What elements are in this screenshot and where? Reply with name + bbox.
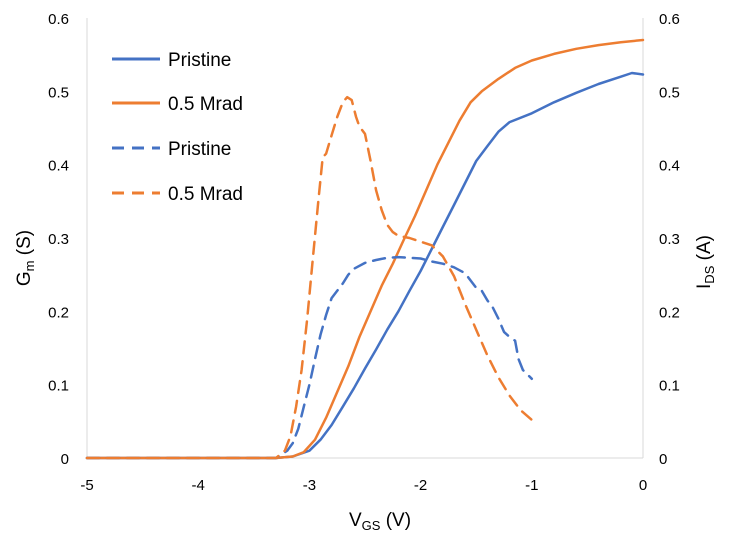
- y-right-tick-labels: 0 0.1 0.2 0.3 0.4 0.5 0.6: [659, 11, 680, 468]
- x-tick-label: -4: [192, 477, 205, 494]
- legend-label: Pristine: [168, 50, 231, 71]
- y-right-tick-label: 0.1: [659, 378, 680, 395]
- y-left-tick-label: 0: [61, 451, 69, 468]
- x-tick-label: -1: [525, 477, 538, 494]
- legend-label: 0.5 Mrad: [168, 94, 243, 115]
- legend-entry-pristine-dashed: Pristine: [112, 139, 231, 160]
- x-tick-labels: -5 -4 -3 -2 -1 0: [80, 477, 647, 494]
- y-left-tick-label: 0.2: [48, 304, 69, 321]
- series-layer: [85, 38, 645, 460]
- legend-entry-mrad-dashed: 0.5 Mrad: [112, 184, 243, 205]
- x-tick-label: -3: [303, 477, 316, 494]
- y-left-tick-label: 0.3: [48, 231, 69, 248]
- y-left-axis-title: Gm (S): [14, 230, 37, 286]
- y-right-tick-label: 0.6: [659, 11, 680, 28]
- y-left-tick-label: 0.4: [48, 158, 69, 175]
- x-tick-label: -5: [80, 477, 93, 494]
- series-pristine-gm: [85, 255, 534, 460]
- legend-entry-mrad-solid: 0.5 Mrad: [112, 94, 243, 115]
- y-right-tick-label: 0: [659, 451, 667, 468]
- x-axis-title: VGS (V): [349, 510, 411, 533]
- y-left-tick-label: 0.6: [48, 11, 69, 28]
- y-left-tick-label: 0.5: [48, 84, 69, 101]
- y-right-axis-title: IDS (A): [694, 235, 717, 289]
- y-right-tick-label: 0.5: [659, 84, 680, 101]
- y-right-tick-label: 0.4: [659, 158, 680, 175]
- y-right-tick-label: 0.3: [659, 231, 680, 248]
- series-mrad-gm: [85, 95, 534, 460]
- series-pristine-ids: [85, 71, 645, 460]
- legend-entry-pristine-solid: Pristine: [112, 50, 231, 71]
- y-left-tick-label: 0.1: [48, 378, 69, 395]
- x-tick-label: -2: [414, 477, 427, 494]
- y-left-tick-labels: 0 0.1 0.2 0.3 0.4 0.5 0.6: [48, 11, 69, 468]
- series-mrad-ids: [85, 38, 645, 460]
- legend: Pristine 0.5 Mrad Pristine 0.5 Mrad: [112, 50, 243, 205]
- legend-label: 0.5 Mrad: [168, 184, 243, 205]
- x-tick-label: 0: [639, 477, 647, 494]
- y-right-tick-label: 0.2: [659, 304, 680, 321]
- legend-label: Pristine: [168, 139, 231, 160]
